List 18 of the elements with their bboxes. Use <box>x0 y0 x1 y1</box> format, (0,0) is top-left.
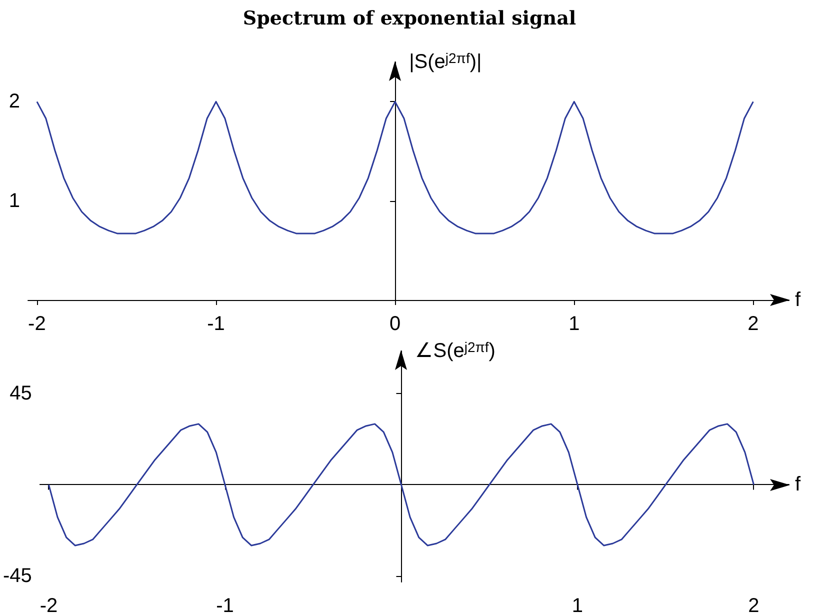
x-tick-label: 1 <box>568 313 580 335</box>
x-tick-label: 1 <box>572 595 584 616</box>
x-tick-label: -1 <box>207 313 225 335</box>
x-tick-label: -2 <box>28 313 46 335</box>
x-tick-label: 2 <box>748 313 759 335</box>
y-tick-label: 2 <box>8 90 20 113</box>
line-series <box>48 423 754 546</box>
x-axis-title: f <box>795 289 801 311</box>
x-tick-label: -2 <box>40 595 58 616</box>
x-tick-label: 2 <box>748 595 760 616</box>
chart-title: Spectrum of exponential signal <box>242 8 576 30</box>
x-tick-label: 0 <box>390 313 401 335</box>
y-tick-label: 45 <box>10 382 32 405</box>
x-tick-label: -1 <box>216 595 234 616</box>
x-axis-title: f <box>795 474 801 496</box>
y-tick-label: -45 <box>3 564 32 587</box>
line-series <box>36 100 754 234</box>
y-tick-label: 1 <box>8 190 20 212</box>
